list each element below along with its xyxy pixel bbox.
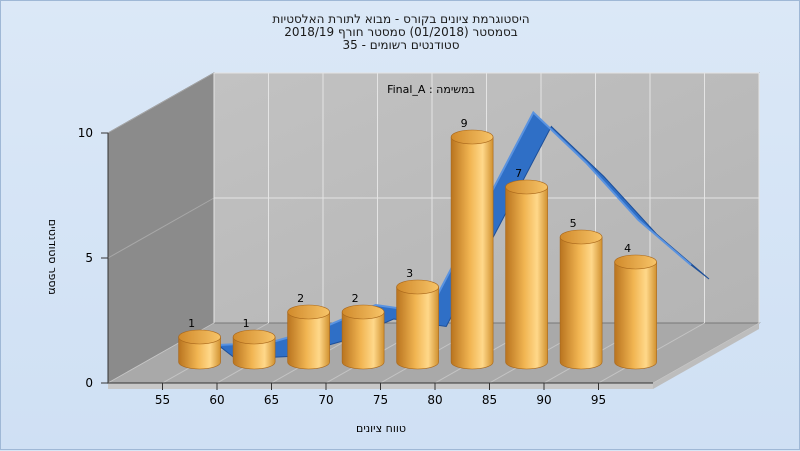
bar-value-label: 2 [352,292,359,305]
floor-right-edge [653,323,759,389]
x-axis-ticks: 55 60 65 70 75 80 85 90 95 [155,383,606,407]
y-axis-label: מספר סטודנטים [46,219,59,295]
bar-value-label: 7 [515,167,522,180]
bar: 9 [450,117,494,370]
bar-value-label: 2 [297,292,304,305]
bar-value-label: 5 [570,217,577,230]
bar: 7 [505,167,548,370]
bar: 3 [396,267,439,370]
bar-value-label: 4 [624,242,631,255]
x-tick-label: 90 [536,393,551,407]
bar-value-label: 1 [243,317,250,330]
y-axis-ticks: 0 5 10 [78,126,108,390]
bar-value-label: 1 [188,317,195,330]
chart-title-line-2: בסמסטר (01/2018) סמסטר חורף 2018/19 [284,25,518,39]
x-tick-label: 95 [591,393,606,407]
y-tick-label: 10 [78,126,93,140]
y-tick-label: 5 [85,251,93,265]
x-tick-label: 55 [155,393,170,407]
bar: 4 [614,242,657,370]
x-tick-label: 60 [209,393,224,407]
chart-title-line-1: היסטוגרמת ציונים בקורס - מבוא לתורת האלס… [272,12,530,26]
bar: 2 [287,292,330,370]
bar: 1 [178,317,221,370]
x-tick-label: 85 [482,393,497,407]
x-tick-label: 80 [427,393,442,407]
bar: 5 [559,217,603,370]
bar: 1 [232,317,276,370]
x-tick-label: 70 [318,393,333,407]
bar-value-label: 9 [461,117,468,130]
x-axis-label: טווח ציונים [356,422,406,435]
bar-value-label: 3 [406,267,413,280]
x-tick-label: 75 [373,393,388,407]
y-tick-label: 0 [85,376,93,390]
task-annotation: במשימה : Final_A [387,83,475,96]
bars: 1 1 2 2 3 9 7 5 4 [178,117,657,370]
x-tick-label: 65 [264,393,279,407]
bar: 2 [341,292,385,370]
chart-title-line-3: סטודנטים רשומים - 35 [342,38,460,52]
